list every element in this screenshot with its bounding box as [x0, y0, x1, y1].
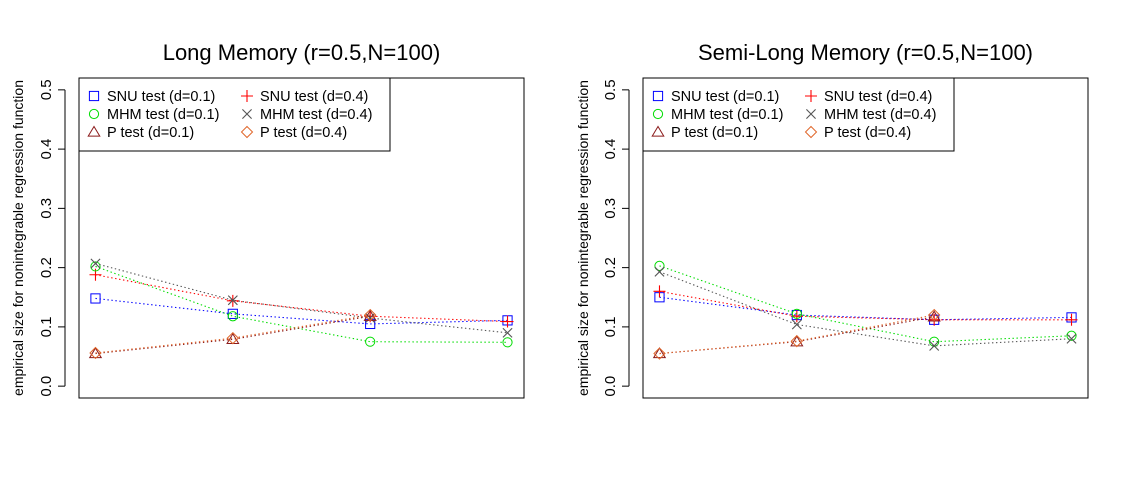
series-line: [95, 262, 508, 334]
y-tick-label: 0.4: [38, 139, 55, 160]
series-line: [659, 271, 1072, 347]
y-tick-label: 0.5: [602, 79, 619, 100]
data-point: [791, 319, 802, 330]
legend-label: P test (d=0.4): [824, 125, 911, 141]
legend-symbol: [240, 125, 254, 139]
legend-symbol: [241, 90, 253, 102]
legend-label: P test (d=0.1): [107, 125, 194, 141]
legend-symbol: [651, 125, 665, 137]
data-point: [652, 347, 667, 359]
chart-panel-1: Long Memory (r=0.5,N=100) 0.0 0.1 0.2 0.3 0.4…: [10, 40, 525, 399]
y-tick-label: 0.3: [602, 198, 619, 219]
legend-symbol: [87, 125, 101, 137]
data-point: [365, 336, 376, 347]
series-3: [654, 260, 1077, 347]
legend-symbol: [88, 108, 100, 120]
legend-box: [642, 77, 955, 152]
y-tick-label: 0.5: [38, 79, 55, 100]
legend-symbol: [242, 109, 252, 119]
data-point: [791, 308, 802, 319]
legend-symbol: [804, 125, 818, 139]
legend-label: SNU test (d=0.1): [107, 89, 215, 105]
data-point: [928, 313, 941, 326]
data-point: [1066, 333, 1077, 344]
chart-title: Long Memory (r=0.5,N=100): [163, 40, 441, 65]
series-line: [659, 265, 1072, 343]
data-point: [502, 327, 513, 338]
data-point: [90, 293, 101, 304]
series-5: [88, 309, 377, 359]
series-4: [90, 258, 513, 338]
series-line: [95, 315, 371, 355]
data-point: [90, 261, 101, 272]
data-point: [1065, 313, 1078, 326]
legend-label: SNU test (d=0.4): [260, 89, 368, 105]
data-point: [226, 331, 240, 345]
data-point: [227, 311, 238, 322]
y-tick-label: 0.1: [602, 316, 619, 337]
legend-label: MHM test (d=0.4): [824, 107, 936, 123]
legend-label: MHM test (d=0.1): [671, 107, 783, 123]
legend: SNU test (d=0.1) SNU test (d=0.4) MHM test…: [78, 77, 391, 152]
legend-label: SNU test (d=0.4): [824, 89, 932, 105]
data-point: [89, 346, 102, 360]
data-point: [502, 337, 513, 348]
legend-label: P test (d=0.4): [260, 125, 347, 141]
data-point: [227, 308, 238, 319]
series-line: [95, 274, 508, 323]
y-tick-label: 0.2: [602, 257, 619, 278]
series-2: [653, 285, 1078, 326]
data-point: [90, 258, 101, 269]
series-2: [89, 268, 514, 328]
series-line: [95, 297, 508, 325]
data-point: [501, 315, 514, 328]
data-point: [89, 268, 102, 281]
data-point: [1066, 330, 1077, 341]
data-point: [226, 332, 240, 344]
data-point: [363, 308, 377, 322]
legend-symbol: [652, 90, 664, 102]
legend: SNU test (d=0.1) SNU test (d=0.4) MHM test…: [642, 77, 955, 152]
legend-symbol: [806, 109, 816, 119]
data-point: [88, 347, 103, 359]
data-point: [653, 285, 666, 298]
legend-label: SNU test (d=0.1): [671, 89, 779, 105]
series-6: [653, 308, 941, 360]
chart-title: Semi-Long Memory (r=0.5,N=100): [698, 40, 1033, 65]
data-point: [929, 340, 940, 351]
y-tick-label: 0.0: [602, 376, 619, 397]
legend-symbol: [88, 90, 100, 102]
chart-panel-2: Semi-Long Memory (r=0.5,N=100) 0.0 0.1 0.2 0…: [575, 40, 1089, 399]
series-6: [89, 308, 377, 360]
data-point: [227, 295, 238, 306]
legend-label: MHM test (d=0.4): [260, 107, 372, 123]
legend-label: MHM test (d=0.1): [107, 107, 219, 123]
data-point: [790, 334, 804, 348]
series-3: [90, 261, 513, 348]
legend-box: [78, 77, 391, 152]
series-line: [659, 290, 1072, 321]
series-line: [659, 296, 1072, 321]
legend-label: P test (d=0.1): [671, 125, 758, 141]
series-4: [654, 266, 1077, 351]
data-point: [654, 260, 665, 271]
y-axis-label: empirical size for nonintegrable regress…: [575, 80, 591, 396]
y-tick-label: 0.1: [38, 316, 55, 337]
data-point: [654, 266, 665, 277]
series-1: [90, 293, 513, 330]
y-tick-label: 0.0: [38, 376, 55, 397]
data-point: [790, 335, 804, 347]
data-point: [927, 308, 941, 322]
legend-symbol: [805, 90, 817, 102]
series-line: [95, 265, 508, 343]
y-tick-label: 0.2: [38, 257, 55, 278]
legend-symbol: [652, 108, 664, 120]
data-point: [653, 347, 666, 360]
y-axis-label: empirical size for nonintegrable regress…: [10, 80, 26, 396]
series-1: [654, 292, 1077, 325]
y-tick-label: 0.4: [602, 139, 619, 160]
y-tick-label: 0.3: [38, 198, 55, 219]
